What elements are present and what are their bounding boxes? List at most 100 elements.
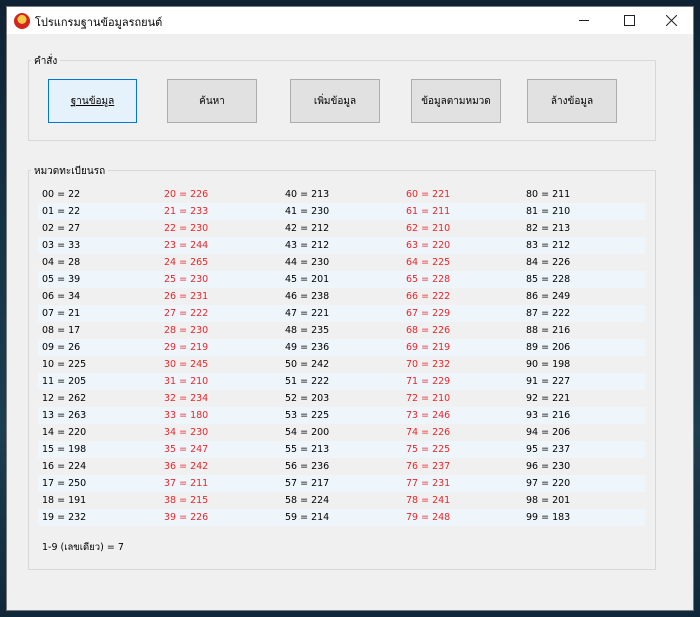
list-cell: 67 = 229: [406, 308, 451, 319]
list-cell: 59 = 214: [285, 512, 330, 523]
list-cell: 64 = 225: [406, 257, 451, 268]
list-cell: 00 = 22: [42, 189, 81, 200]
title-bar[interactable]: โปรแกรมฐานข้อมูลรถยนต์: [7, 7, 693, 34]
categories-group-label: หมวดทะเบียนรถ: [31, 164, 109, 179]
list-cell: 18 = 191: [42, 495, 87, 506]
maximize-button[interactable]: [609, 7, 649, 34]
list-cell: 94 = 206: [526, 427, 571, 438]
list-cell: 81 = 210: [526, 206, 571, 217]
list-row[interactable]: 08 = 17 28 = 230 48 = 235 68 = 226 88 = 216: [38, 322, 645, 339]
list-cell: 84 = 226: [526, 257, 571, 268]
list-cell: 60 = 221: [406, 189, 451, 200]
list-cell: 48 = 235: [285, 325, 330, 336]
list-cell: 87 = 222: [526, 308, 571, 319]
list-cell: 13 = 263: [42, 410, 87, 421]
list-cell: 25 = 230: [164, 274, 209, 285]
add-data-button[interactable]: เพิ่มข้อมูล: [290, 79, 380, 123]
list-cell: 53 = 225: [285, 410, 330, 421]
list-cell: 38 = 215: [164, 495, 209, 506]
list-cell: 77 = 231: [406, 478, 451, 489]
list-row[interactable]: 05 = 39 25 = 230 45 = 201 65 = 228 85 = 228: [38, 271, 645, 288]
list-cell: 01 = 22: [42, 206, 81, 217]
list-cell: 73 = 246: [406, 410, 451, 421]
list-row[interactable]: 10 = 225 30 = 245 50 = 242 70 = 232 90 = 198: [38, 356, 645, 373]
close-button[interactable]: [649, 7, 693, 34]
list-cell: 36 = 242: [164, 461, 209, 472]
list-row[interactable]: 00 = 22 20 = 226 40 = 213 60 = 221 80 = 211: [38, 186, 645, 203]
list-cell: 10 = 225: [42, 359, 87, 370]
list-row[interactable]: 15 = 198 35 = 247 55 = 213 75 = 225 95 = 237: [38, 441, 645, 458]
list-row[interactable]: 17 = 250 37 = 211 57 = 217 77 = 231 97 = 220: [38, 475, 645, 492]
list-cell: 85 = 228: [526, 274, 571, 285]
list-cell: 72 = 210: [406, 393, 451, 404]
search-button[interactable]: ค้นหา: [167, 79, 257, 123]
list-cell: 32 = 234: [164, 393, 209, 404]
list-cell: 61 = 211: [406, 206, 451, 217]
list-row[interactable]: 07 = 21 27 = 222 47 = 221 67 = 229 87 = 222: [38, 305, 645, 322]
commands-group-label: คำสั่ง: [31, 54, 61, 69]
category-list: 00 = 22 20 = 226 40 = 213 60 = 221 80 = 211 0…: [38, 186, 645, 526]
list-cell: 79 = 248: [406, 512, 451, 523]
app-logo-icon: [14, 13, 30, 29]
list-cell: 96 = 230: [526, 461, 571, 472]
list-cell: 37 = 211: [164, 478, 209, 489]
list-cell: 55 = 213: [285, 444, 330, 455]
list-cell: 91 = 227: [526, 376, 571, 387]
data-by-category-button-label: ข้อมูลตามหมวด: [421, 95, 491, 107]
window-title: โปรแกรมฐานข้อมูลรถยนต์: [35, 16, 163, 29]
list-cell: 04 = 28: [42, 257, 81, 268]
list-cell: 54 = 200: [285, 427, 330, 438]
list-row[interactable]: 16 = 224 36 = 242 56 = 236 76 = 237 96 = 230: [38, 458, 645, 475]
list-cell: 06 = 34: [42, 291, 81, 302]
list-cell: 22 = 230: [164, 223, 209, 234]
list-cell: 66 = 222: [406, 291, 451, 302]
list-cell: 82 = 213: [526, 223, 571, 234]
list-cell: 70 = 232: [406, 359, 451, 370]
add-data-button-label: เพิ่มข้อมูล: [313, 95, 357, 107]
list-cell: 95 = 237: [526, 444, 571, 455]
list-cell: 90 = 198: [526, 359, 571, 370]
database-button[interactable]: ฐานข้อมูล: [48, 79, 137, 123]
list-cell: 47 = 221: [285, 308, 330, 319]
list-row[interactable]: 13 = 263 33 = 180 53 = 225 73 = 246 93 = 216: [38, 407, 645, 424]
list-cell: 92 = 221: [526, 393, 571, 404]
clear-data-button[interactable]: ล้างข้อมูล: [527, 79, 617, 123]
list-row[interactable]: 18 = 191 38 = 215 58 = 224 78 = 241 98 = 201: [38, 492, 645, 509]
list-cell: 88 = 216: [526, 325, 571, 336]
commands-group: [28, 60, 656, 141]
list-cell: 75 = 225: [406, 444, 451, 455]
list-row[interactable]: 01 = 22 21 = 233 41 = 230 61 = 211 81 = 210: [38, 203, 645, 220]
list-cell: 80 = 211: [526, 189, 571, 200]
list-cell: 56 = 236: [285, 461, 330, 472]
list-row[interactable]: 14 = 220 34 = 230 54 = 200 74 = 226 94 = 206: [38, 424, 645, 441]
list-cell: 74 = 226: [406, 427, 451, 438]
list-cell: 08 = 17: [42, 325, 81, 336]
list-cell: 07 = 21: [42, 308, 81, 319]
list-row[interactable]: 09 = 26 29 = 219 49 = 236 69 = 219 89 = 206: [38, 339, 645, 356]
list-cell: 57 = 217: [285, 478, 330, 489]
list-cell: 71 = 229: [406, 376, 451, 387]
list-cell: 39 = 226: [164, 512, 209, 523]
list-cell: 14 = 220: [42, 427, 87, 438]
list-row[interactable]: 12 = 262 32 = 234 52 = 203 72 = 210 92 = 221: [38, 390, 645, 407]
list-row[interactable]: 06 = 34 26 = 231 46 = 238 66 = 222 86 = 249: [38, 288, 645, 305]
data-by-category-button[interactable]: ข้อมูลตามหมวด: [411, 79, 501, 123]
minimize-button[interactable]: [565, 7, 605, 34]
list-row[interactable]: 19 = 232 39 = 226 59 = 214 79 = 248 99 = 183: [38, 509, 645, 526]
list-cell: 78 = 241: [406, 495, 451, 506]
list-cell: 31 = 210: [164, 376, 209, 387]
list-row[interactable]: 11 = 205 31 = 210 51 = 222 71 = 229 91 = 227: [38, 373, 645, 390]
list-cell: 43 = 212: [285, 240, 330, 251]
list-cell: 76 = 237: [406, 461, 451, 472]
list-cell: 46 = 238: [285, 291, 330, 302]
list-cell: 58 = 224: [285, 495, 330, 506]
list-cell: 09 = 26: [42, 342, 81, 353]
list-cell: 23 = 244: [164, 240, 209, 251]
list-row[interactable]: 04 = 28 24 = 265 44 = 230 64 = 225 84 = 226: [38, 254, 645, 271]
list-cell: 86 = 249: [526, 291, 571, 302]
list-cell: 68 = 226: [406, 325, 451, 336]
list-cell: 83 = 212: [526, 240, 571, 251]
list-row[interactable]: 03 = 33 23 = 244 43 = 212 63 = 220 83 = 212: [38, 237, 645, 254]
list-cell: 19 = 232: [42, 512, 87, 523]
list-row[interactable]: 02 = 27 22 = 230 42 = 212 62 = 210 82 = 213: [38, 220, 645, 237]
